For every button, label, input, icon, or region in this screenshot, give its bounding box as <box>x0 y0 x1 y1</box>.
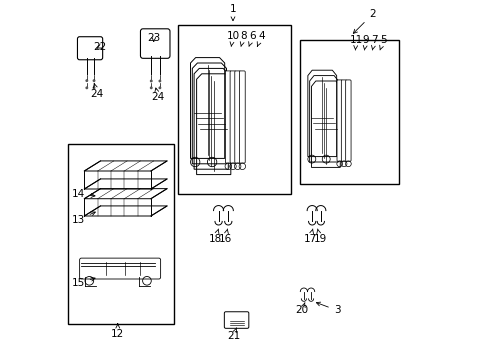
Text: 22: 22 <box>93 42 106 52</box>
Text: 9: 9 <box>362 35 369 50</box>
FancyBboxPatch shape <box>345 80 350 161</box>
Text: 19: 19 <box>313 229 326 244</box>
Circle shape <box>85 86 88 89</box>
Text: 20: 20 <box>295 302 308 315</box>
FancyBboxPatch shape <box>77 37 102 60</box>
FancyBboxPatch shape <box>239 71 244 163</box>
Text: 17: 17 <box>303 229 316 244</box>
Text: 24: 24 <box>90 83 103 99</box>
FancyBboxPatch shape <box>80 258 160 279</box>
Circle shape <box>92 79 95 82</box>
FancyBboxPatch shape <box>336 80 342 161</box>
Text: 6: 6 <box>248 31 256 46</box>
Text: 5: 5 <box>379 35 386 50</box>
FancyBboxPatch shape <box>225 71 231 163</box>
Text: 4: 4 <box>257 31 264 46</box>
FancyBboxPatch shape <box>341 80 346 161</box>
FancyBboxPatch shape <box>230 71 235 163</box>
Text: 2: 2 <box>353 9 375 33</box>
Circle shape <box>158 80 161 82</box>
Text: 14: 14 <box>71 189 95 199</box>
Text: 1: 1 <box>229 4 236 21</box>
FancyBboxPatch shape <box>234 71 240 163</box>
Text: 16: 16 <box>218 229 231 244</box>
Text: 3: 3 <box>316 302 340 315</box>
Circle shape <box>158 86 161 89</box>
FancyBboxPatch shape <box>140 29 170 58</box>
Bar <box>178 25 291 194</box>
Text: 7: 7 <box>371 35 377 50</box>
Text: 11: 11 <box>349 35 362 50</box>
Circle shape <box>149 80 152 82</box>
FancyBboxPatch shape <box>224 312 248 328</box>
Text: 21: 21 <box>226 328 240 341</box>
Bar <box>68 144 174 324</box>
Text: 8: 8 <box>240 31 246 46</box>
Circle shape <box>149 86 152 89</box>
Text: 13: 13 <box>71 212 95 225</box>
Bar <box>300 40 399 184</box>
Text: 18: 18 <box>208 229 221 244</box>
Text: 15: 15 <box>71 277 95 288</box>
Text: 10: 10 <box>226 31 239 46</box>
Circle shape <box>92 86 95 89</box>
Text: 23: 23 <box>147 33 160 43</box>
Circle shape <box>85 79 88 82</box>
Text: 24: 24 <box>151 88 164 102</box>
Text: 12: 12 <box>111 324 124 339</box>
